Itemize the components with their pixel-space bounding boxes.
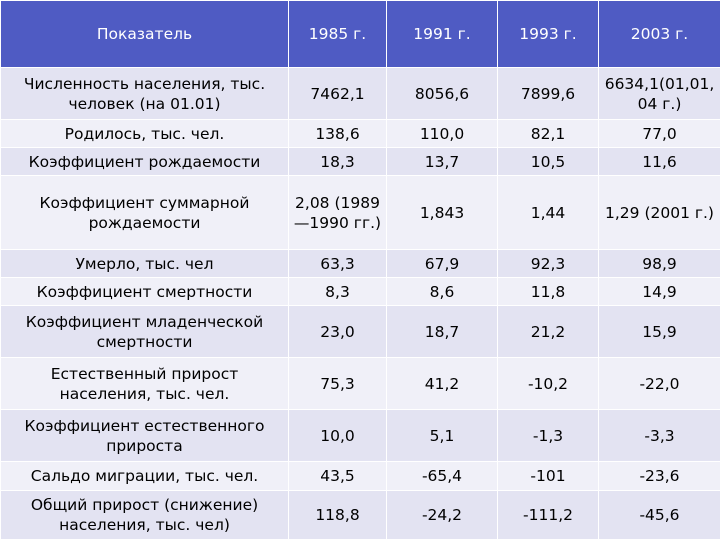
row-label: Коэффициент смертности [0,277,289,306]
column-header: 1993 г. [497,0,599,68]
table-row: Общий прирост (снижение) населения, тыс.… [0,490,720,540]
table-cell: 13,7 [386,147,498,176]
row-label: Коэффициент суммарной рождаемости [0,175,289,250]
table-cell: 15,9 [598,305,720,358]
row-label: Коэффициент младенческой смертности [0,305,289,358]
table-cell: -23,6 [598,461,720,491]
row-label: Естественный прирост населения, тыс. чел… [0,357,289,410]
table-cell: 10,5 [497,147,599,176]
table-cell: 6634,1(01,01, 04 г.) [598,67,720,120]
table-cell: 5,1 [386,409,498,462]
table-cell: 14,9 [598,277,720,306]
table-row: Коэффициент естественного прироста 10,0 … [0,409,720,462]
table-cell: 7899,6 [497,67,599,120]
row-label: Родилось, тыс. чел. [0,119,289,148]
table-cell: 7462,1 [288,67,387,120]
column-header: 1985 г. [288,0,387,68]
table-cell: 10,0 [288,409,387,462]
table-cell: 23,0 [288,305,387,358]
table-cell: -111,2 [497,490,599,540]
table-cell: 8056,6 [386,67,498,120]
table-cell: 138,6 [288,119,387,148]
table-cell: 8,6 [386,277,498,306]
table-cell: 1,843 [386,175,498,250]
table-row: Умерло, тыс. чел 63,3 67,9 92,3 98,9 [0,249,720,278]
row-label: Коэффициент естественного прироста [0,409,289,462]
table-row: Коэффициент смертности 8,3 8,6 11,8 14,9 [0,277,720,306]
row-label: Коэффициент рождаемости [0,147,289,176]
row-label: Умерло, тыс. чел [0,249,289,278]
table-cell: -1,3 [497,409,599,462]
row-label: Численность населения, тыс. человек (на … [0,67,289,120]
table-cell: 75,3 [288,357,387,410]
table-cell: 8,3 [288,277,387,306]
table-cell: 110,0 [386,119,498,148]
table-cell: 11,8 [497,277,599,306]
table-row: Коэффициент младенческой смертности 23,0… [0,305,720,358]
table-cell: -45,6 [598,490,720,540]
table-cell: 118,8 [288,490,387,540]
table-cell: 18,3 [288,147,387,176]
table-row: Родилось, тыс. чел. 138,6 110,0 82,1 77,… [0,119,720,148]
table-row: Численность населения, тыс. человек (на … [0,67,720,120]
table-row: Естественный прирост населения, тыс. чел… [0,357,720,410]
table-cell: 98,9 [598,249,720,278]
table-cell: 18,7 [386,305,498,358]
table-row: Коэффициент суммарной рождаемости 2,08 (… [0,175,720,250]
table-cell: 82,1 [497,119,599,148]
table-cell: 1,44 [497,175,599,250]
table-cell: -24,2 [386,490,498,540]
table-row: Коэффициент рождаемости 18,3 13,7 10,5 1… [0,147,720,176]
header-row: Показатель 1985 г. 1991 г. 1993 г. 2003 … [0,0,720,68]
table-cell: 67,9 [386,249,498,278]
table-cell: -3,3 [598,409,720,462]
table-cell: 41,2 [386,357,498,410]
table-cell: 43,5 [288,461,387,491]
table-cell: 63,3 [288,249,387,278]
table-cell: -101 [497,461,599,491]
table-cell: -65,4 [386,461,498,491]
table-cell: 92,3 [497,249,599,278]
table-cell: 21,2 [497,305,599,358]
table-row: Сальдо миграции, тыс. чел. 43,5 -65,4 -1… [0,461,720,491]
table-cell: -10,2 [497,357,599,410]
column-header: Показатель [0,0,289,68]
column-header: 2003 г. [598,0,720,68]
row-label: Общий прирост (снижение) населения, тыс.… [0,490,289,540]
table-cell: 77,0 [598,119,720,148]
table-cell: 11,6 [598,147,720,176]
table-cell: 1,29 (2001 г.) [598,175,720,250]
row-label: Сальдо миграции, тыс. чел. [0,461,289,491]
table-cell: -22,0 [598,357,720,410]
column-header: 1991 г. [386,0,498,68]
table-cell: 2,08 (1989 —1990 гг.) [288,175,387,250]
